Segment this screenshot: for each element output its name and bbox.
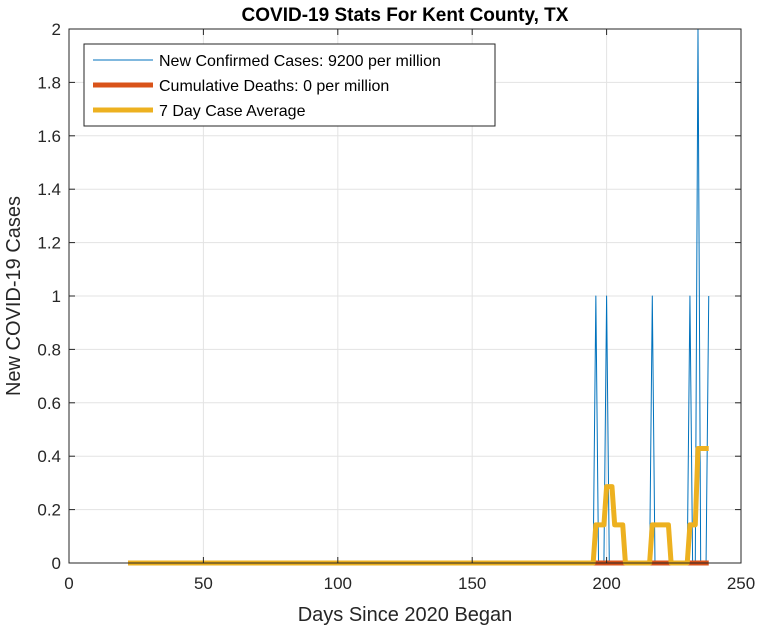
y-axis-label: New COVID-19 Cases (3, 196, 25, 396)
y-tick-label: 2 (52, 20, 61, 39)
y-tick-label: 1.8 (37, 73, 61, 92)
y-tick-label: 1.4 (37, 180, 61, 199)
y-tick-label: 0 (52, 554, 61, 573)
x-tick-label: 100 (324, 574, 352, 593)
x-tick-label: 50 (194, 574, 213, 593)
x-tick-label: 250 (727, 574, 755, 593)
x-tick-label: 150 (458, 574, 486, 593)
chart-title: COVID-19 Stats For Kent County, TX (242, 5, 569, 26)
legend-entry-label: 7 Day Case Average (159, 103, 306, 120)
ticks: 0 50 100 150 200 250 0 0.2 0.4 0.6 0.8 1 1.2 1.4 1.6 1.… (37, 20, 755, 593)
y-tick-label: 1.6 (37, 127, 61, 146)
y-tick-label: 0.6 (37, 394, 61, 413)
y-tick-label: 1.2 (37, 234, 61, 253)
y-tick-label: 0.8 (37, 340, 61, 359)
x-tick-label: 200 (592, 574, 620, 593)
legend-entry-label: New Confirmed Cases: 9200 per million (159, 53, 441, 70)
y-tick-label: 1 (52, 287, 61, 306)
series-line-1 (128, 28, 710, 564)
x-axis-label: Days Since 2020 Began (298, 604, 513, 626)
y-tick-label: 0.4 (37, 447, 61, 466)
y-tick-label: 0.2 (37, 501, 61, 520)
legend: New Confirmed Cases: 9200 per million Cum… (83, 43, 496, 127)
legend-entry-label: Cumulative Deaths: 0 per million (159, 78, 389, 95)
x-tick-label: 0 (64, 574, 73, 593)
